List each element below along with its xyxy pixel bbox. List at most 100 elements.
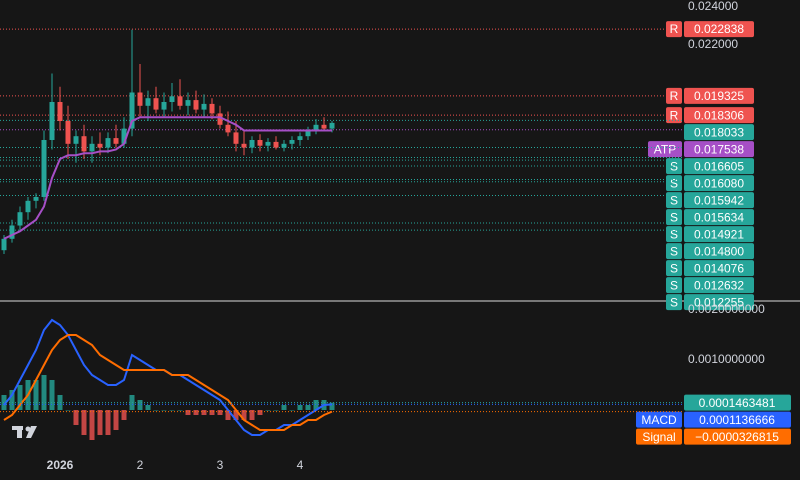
histogram-bar bbox=[177, 410, 183, 411]
histogram-bar bbox=[273, 410, 279, 411]
candle-body bbox=[145, 98, 151, 106]
candle-body bbox=[153, 98, 159, 110]
candle-body bbox=[97, 143, 103, 148]
signal-line bbox=[3, 334, 333, 431]
level-tag: S bbox=[670, 193, 678, 207]
level-tag-box bbox=[666, 277, 682, 294]
macd-tick-label: 0.0020000000 bbox=[688, 302, 765, 316]
level-value: 0.014076 bbox=[694, 261, 744, 275]
level-value-box bbox=[684, 209, 754, 226]
level-tag-box bbox=[666, 260, 682, 277]
level-value: 0.014921 bbox=[694, 227, 744, 241]
x-tick-label: 2026 bbox=[47, 458, 74, 472]
candle-body bbox=[129, 92, 135, 129]
level-tag-box bbox=[666, 192, 682, 209]
candle-body bbox=[217, 113, 223, 125]
x-tick-label: 3 bbox=[217, 458, 224, 472]
candle-body bbox=[241, 143, 247, 148]
histogram-bar bbox=[65, 410, 71, 411]
level-value-box bbox=[684, 175, 754, 192]
candle-body bbox=[177, 96, 183, 106]
candle-body bbox=[49, 102, 55, 140]
level-value: 0.015634 bbox=[694, 210, 744, 224]
level-value-box bbox=[684, 294, 754, 311]
y-tick-label: 0.024000 bbox=[688, 0, 738, 13]
y-tick-label: 0.022000 bbox=[688, 37, 738, 51]
level-tag: S bbox=[670, 159, 678, 173]
level-value: 0.022838 bbox=[694, 22, 744, 36]
x-tick-label: 4 bbox=[297, 458, 304, 472]
histogram-bar bbox=[201, 410, 207, 415]
level-value-box bbox=[684, 158, 754, 175]
macd-value: 0.0001136666 bbox=[699, 413, 775, 427]
level-tag: R bbox=[670, 22, 679, 36]
histogram-bar bbox=[89, 410, 95, 440]
level-value: 0.016080 bbox=[694, 176, 744, 190]
level-value: 0.012255 bbox=[694, 295, 744, 309]
histogram-bar bbox=[41, 375, 47, 410]
candle-body bbox=[281, 143, 287, 148]
macd-value: 0.0001463481 bbox=[699, 396, 776, 410]
candle-body bbox=[273, 141, 279, 148]
level-value: 0.017538 bbox=[694, 142, 744, 156]
level-value: 0.018033 bbox=[694, 125, 744, 139]
level-value-box bbox=[684, 87, 754, 104]
level-value: 0.019325 bbox=[694, 89, 744, 103]
histogram-bar bbox=[313, 400, 319, 410]
level-tag-box bbox=[666, 158, 682, 175]
candle-body bbox=[25, 200, 31, 213]
histogram-bar bbox=[97, 410, 103, 435]
level-tag: S bbox=[670, 244, 678, 258]
histogram-bar bbox=[281, 405, 287, 410]
histogram-bar bbox=[329, 402, 335, 410]
candle-body bbox=[161, 102, 167, 110]
candle-body bbox=[193, 100, 199, 110]
level-tag: S bbox=[670, 227, 678, 241]
level-value: 0.012632 bbox=[694, 278, 744, 292]
macd-value-box bbox=[684, 394, 791, 411]
histogram-bar bbox=[289, 410, 295, 411]
level-value-box bbox=[684, 277, 754, 294]
macd-value-box bbox=[684, 428, 791, 445]
level-tag-box bbox=[666, 21, 682, 38]
level-value-box bbox=[684, 141, 754, 158]
histogram-bar bbox=[249, 410, 255, 420]
candle-body bbox=[89, 143, 95, 152]
histogram-bar bbox=[33, 380, 39, 410]
macd-tag-box bbox=[636, 411, 682, 428]
histogram-bar bbox=[121, 410, 127, 420]
level-tag-box bbox=[666, 87, 682, 104]
level-tag: R bbox=[670, 108, 679, 122]
candle-body bbox=[33, 197, 39, 201]
level-tag-box bbox=[666, 243, 682, 260]
candle-body bbox=[321, 124, 327, 129]
candle-body bbox=[185, 100, 191, 106]
level-tag-box bbox=[648, 141, 682, 158]
candle-body bbox=[313, 124, 319, 131]
histogram-bar bbox=[233, 410, 239, 420]
level-tag-box bbox=[666, 107, 682, 124]
candle-body bbox=[9, 225, 15, 239]
histogram-bar bbox=[193, 410, 199, 415]
histogram-bar bbox=[145, 405, 151, 410]
level-value: 0.015942 bbox=[694, 193, 744, 207]
histogram-bar bbox=[185, 410, 191, 415]
level-tag: S bbox=[670, 261, 678, 275]
logo bbox=[12, 426, 37, 438]
macd-value-box bbox=[684, 411, 791, 428]
histogram-bar bbox=[225, 410, 231, 420]
candle-body bbox=[17, 212, 23, 226]
histogram-bar bbox=[217, 410, 223, 415]
level-value: 0.014800 bbox=[694, 244, 744, 258]
candle-body bbox=[57, 102, 63, 121]
histogram-bar bbox=[209, 410, 215, 415]
level-tag: ATP bbox=[654, 142, 676, 156]
macd-tag-box bbox=[636, 428, 682, 445]
histogram-bar bbox=[297, 405, 303, 410]
macd-tag: Signal bbox=[642, 430, 675, 444]
histogram-bar bbox=[265, 410, 271, 411]
level-value: 0.018306 bbox=[694, 108, 744, 122]
level-tag-box bbox=[666, 294, 682, 311]
histogram-bar bbox=[169, 410, 175, 411]
